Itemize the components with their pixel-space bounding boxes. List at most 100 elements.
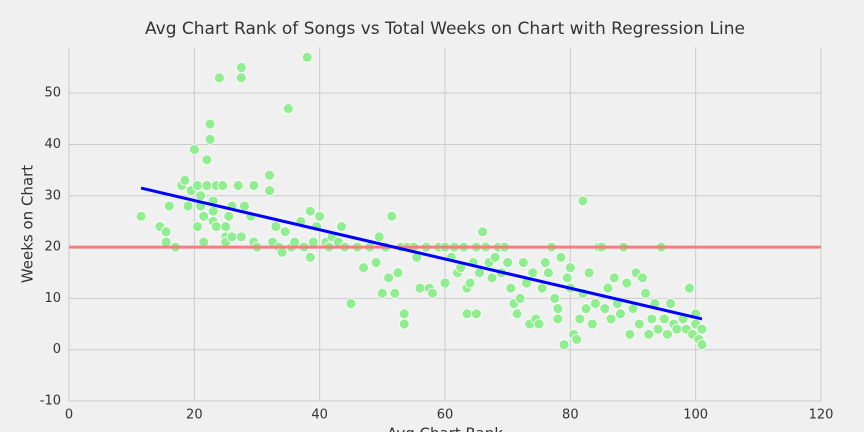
y-tick-label: 0 <box>53 342 61 357</box>
data-point <box>696 339 708 350</box>
y-tick-label: 50 <box>44 86 61 101</box>
data-point <box>505 282 517 294</box>
data-point <box>643 328 655 340</box>
data-point <box>192 180 203 191</box>
data-point <box>605 313 617 325</box>
data-point <box>232 180 244 191</box>
data-point <box>470 308 482 320</box>
y-axis-label: Weeks on Chart <box>19 165 37 283</box>
data-point <box>640 287 651 299</box>
data-point <box>414 282 426 294</box>
data-point <box>586 318 598 330</box>
data-point <box>543 267 554 279</box>
data-point <box>637 272 648 284</box>
data-point <box>279 226 291 238</box>
data-point <box>198 210 210 222</box>
data-point <box>477 226 489 238</box>
data-point <box>608 272 620 284</box>
data-point <box>590 298 601 309</box>
x-axis-label: Avg Chart Rank <box>387 425 503 432</box>
data-point <box>179 174 191 186</box>
data-point <box>574 313 586 325</box>
data-point <box>389 287 401 299</box>
data-point <box>552 303 564 315</box>
data-point <box>599 303 611 315</box>
x-tick-label: 60 <box>437 408 454 423</box>
data-point <box>201 180 213 191</box>
x-tick-label: 120 <box>809 408 834 423</box>
data-point <box>539 257 551 268</box>
data-point <box>624 328 636 340</box>
data-point <box>264 169 275 181</box>
data-point <box>223 210 235 222</box>
data-point <box>517 257 529 268</box>
data-point <box>135 210 147 222</box>
data-point <box>160 236 172 248</box>
data-point <box>558 339 570 350</box>
data-point <box>658 313 670 325</box>
data-point <box>307 236 319 248</box>
x-tick-label: 40 <box>311 408 328 423</box>
data-point <box>376 287 388 299</box>
data-point <box>633 318 645 330</box>
data-point <box>665 298 676 309</box>
data-point <box>204 118 216 130</box>
data-point <box>314 210 326 222</box>
data-point <box>662 328 673 340</box>
data-point <box>220 221 232 232</box>
data-point <box>489 251 501 263</box>
data-point <box>289 236 301 248</box>
data-point <box>502 257 514 268</box>
data-point <box>398 318 410 330</box>
data-point <box>276 246 288 258</box>
data-point <box>235 72 247 84</box>
data-point <box>198 236 210 248</box>
data-point <box>439 277 451 289</box>
data-point <box>373 231 385 243</box>
y-tick-label: 40 <box>44 137 61 152</box>
chart-title: Avg Chart Rank of Songs vs Total Weeks o… <box>145 19 745 39</box>
data-point <box>564 262 576 274</box>
data-point <box>345 298 357 309</box>
data-point <box>301 51 313 63</box>
y-tick-label: -10 <box>40 394 61 409</box>
regression-line <box>140 186 703 321</box>
data-point <box>552 313 564 325</box>
data-point <box>615 308 626 320</box>
data-point <box>646 313 658 325</box>
data-point <box>239 200 250 212</box>
data-point <box>336 221 348 232</box>
y-tick-label: 10 <box>44 291 61 306</box>
data-point <box>248 180 260 191</box>
data-point <box>684 282 695 294</box>
data-point <box>210 221 222 232</box>
data-point <box>392 267 404 279</box>
data-point <box>235 231 247 243</box>
data-point <box>536 282 548 294</box>
data-point <box>580 303 592 315</box>
data-point <box>514 292 526 304</box>
data-point <box>427 287 438 299</box>
data-point <box>652 323 664 335</box>
data-point <box>577 195 589 207</box>
data-point <box>282 103 294 114</box>
data-point <box>304 205 316 217</box>
data-point <box>160 226 172 238</box>
data-point <box>270 221 282 232</box>
data-point <box>163 200 175 212</box>
data-point <box>583 267 595 279</box>
data-point <box>235 62 247 73</box>
data-point <box>201 154 213 166</box>
data-point <box>182 200 194 212</box>
data-point <box>511 308 523 320</box>
data-point <box>195 190 207 202</box>
data-point <box>671 323 683 335</box>
data-point <box>207 205 219 217</box>
data-point <box>370 257 382 268</box>
y-tick-label: 20 <box>44 240 61 255</box>
data-point <box>555 251 567 263</box>
data-point <box>358 262 369 274</box>
